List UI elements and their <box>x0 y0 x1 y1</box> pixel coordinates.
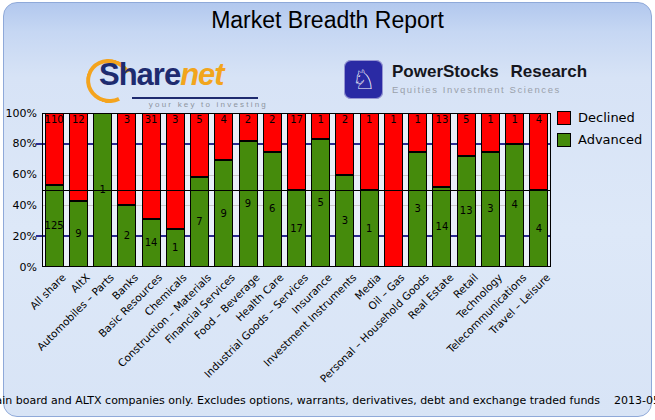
declined-value-label: 13 <box>429 114 454 125</box>
footnote: * Main board and ALTX companies only. Ex… <box>0 394 600 407</box>
declined-value-label: 4 <box>211 114 236 125</box>
advanced-value-label: 125 <box>42 220 67 231</box>
bar-segment-declined <box>117 113 136 205</box>
declined-value-label: 3 <box>163 114 188 125</box>
chart-plot: 100%80%60%40%20%0%110125All share129AltX… <box>0 0 655 420</box>
advanced-value-label: 9 <box>66 228 91 239</box>
advanced-value-label: 2 <box>114 230 139 241</box>
y-axis-label: 40% <box>0 199 37 212</box>
y-axis-label: 60% <box>0 168 37 181</box>
advanced-value-label: 17 <box>284 223 309 234</box>
declined-value-label: 31 <box>139 114 164 125</box>
report-footer: * Main board and ALTX companies only. Ex… <box>0 394 655 407</box>
declined-value-label: 5 <box>454 114 479 125</box>
fifty-percent-line <box>42 190 551 191</box>
declined-value-label: 110 <box>42 114 67 125</box>
legend-advanced-label: Advanced <box>578 132 642 147</box>
declined-value-label: 2 <box>260 114 285 125</box>
declined-value-label: 1 <box>357 114 382 125</box>
advanced-value-label: 1 <box>163 242 188 253</box>
chart-legend: Declined Advanced <box>557 110 642 154</box>
report-date: 2013-05-15 <box>614 394 655 407</box>
y-axis-tick <box>36 235 42 237</box>
advanced-value-label: 9 <box>236 198 261 209</box>
y-axis-label: 20% <box>0 230 37 243</box>
advanced-value-label: 7 <box>187 216 212 227</box>
declined-value-label: 1 <box>308 114 333 125</box>
declined-value-label: 1 <box>478 114 503 125</box>
y-axis-tick <box>36 143 42 145</box>
market-breadth-report: Market Breadth Report Sharenet your key … <box>0 0 655 420</box>
bar-segment-declined <box>69 113 88 201</box>
advanced-value-label: 5 <box>308 197 333 208</box>
advanced-value-label: 9 <box>211 208 236 219</box>
declined-value-label: 5 <box>187 114 212 125</box>
y-axis-label: 80% <box>0 137 37 150</box>
bar-segment-declined <box>166 113 185 229</box>
advanced-value-label: 4 <box>502 199 527 210</box>
advanced-value-label: 14 <box>429 221 454 232</box>
declined-value-label: 2 <box>236 114 261 125</box>
declined-value-label: 2 <box>332 114 357 125</box>
declined-value-label: 4 <box>526 114 551 125</box>
advanced-value-label: 6 <box>260 203 285 214</box>
declined-swatch-icon <box>557 111 571 125</box>
declined-value-label: 1 <box>502 114 527 125</box>
y-axis-label: 0% <box>0 261 37 274</box>
legend-item-declined: Declined <box>557 110 642 125</box>
advanced-value-label: 3 <box>332 215 357 226</box>
y-axis-label: 100% <box>0 107 37 120</box>
advanced-value-label: 3 <box>478 203 503 214</box>
advanced-value-label: 1 <box>357 223 382 234</box>
legend-declined-label: Declined <box>578 110 635 125</box>
declined-value-label: 12 <box>66 114 91 125</box>
advanced-swatch-icon <box>557 133 571 147</box>
legend-item-advanced: Advanced <box>557 132 642 147</box>
advanced-value-label: 13 <box>454 205 479 216</box>
declined-value-label: 17 <box>284 114 309 125</box>
declined-value-label: 1 <box>381 114 406 125</box>
advanced-value-label: 4 <box>526 223 551 234</box>
advanced-value-label: 3 <box>405 203 430 214</box>
declined-value-label: 1 <box>405 114 430 125</box>
declined-value-label: 3 <box>114 114 139 125</box>
bar-segment-declined <box>142 113 161 219</box>
advanced-value-label: 14 <box>139 237 164 248</box>
x-axis-label: All share <box>27 271 68 312</box>
